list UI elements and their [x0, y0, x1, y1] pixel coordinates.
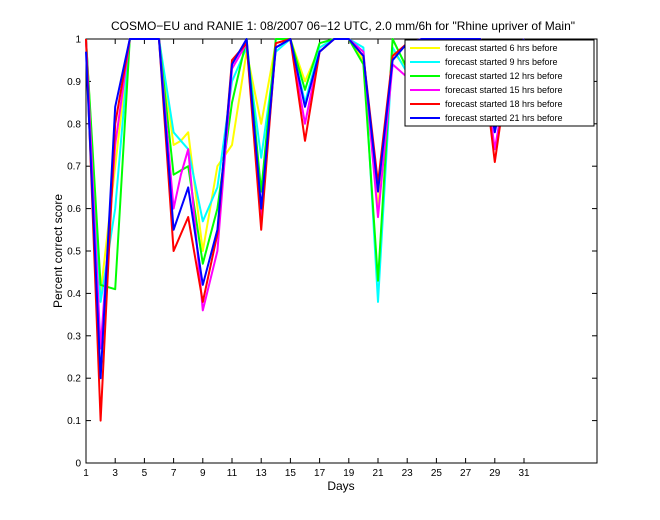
legend-box	[404, 39, 595, 127]
x-tick-label: 7	[171, 468, 177, 479]
y-axis: 0 0.1 0.2 0.3 0.4 0.5 0.6 0.7 0.8 0.9 1	[67, 35, 597, 470]
x-tick-label: 13	[256, 468, 268, 479]
series-lines	[85, 38, 525, 422]
y-tick-label: 0.6	[67, 204, 81, 215]
y-axis-title: Percent correct score	[51, 194, 65, 308]
x-tick-label: 3	[112, 468, 118, 479]
y-tick-label: 0.7	[67, 162, 81, 173]
y-tick-label: 0.2	[67, 374, 81, 385]
y-tick-label: 0.8	[67, 119, 81, 130]
x-tick-label: 21	[372, 468, 384, 479]
y-tick-label: 0.5	[67, 247, 81, 258]
y-tick-label: 0.1	[67, 416, 81, 427]
x-tick-label: 5	[142, 468, 148, 479]
y-tick-label: 0.3	[67, 331, 81, 342]
y-tick-label: 0.9	[67, 77, 81, 88]
y-tick-label: 1	[75, 35, 81, 46]
legend: forecast started 6 hrs before forecast st…	[404, 39, 595, 127]
x-tick-label: 23	[402, 468, 414, 479]
x-tick-label: 27	[460, 468, 472, 479]
chart-title: COSMO−EU and RANIE 1: 08/2007 06−12 UTC,…	[111, 19, 575, 33]
legend-label: forecast started 21 hrs before	[445, 113, 563, 123]
legend-label: forecast started 6 hrs before	[445, 43, 558, 53]
series-line-6	[85, 38, 525, 380]
x-tick-label: 29	[489, 468, 501, 479]
x-tick-label: 1	[83, 468, 89, 479]
x-tick-label: 17	[314, 468, 326, 479]
x-tick-label: 25	[431, 468, 443, 479]
legend-label: forecast started 18 hrs before	[445, 99, 563, 109]
legend-label: forecast started 15 hrs before	[445, 85, 563, 95]
x-tick-label: 11	[227, 468, 238, 479]
legend-label: forecast started 12 hrs before	[445, 71, 563, 81]
y-tick-label: 0.4	[67, 289, 81, 300]
x-axis-title: Days	[327, 479, 354, 493]
x-tick-label: 31	[518, 468, 530, 479]
x-tick-label: 9	[200, 468, 206, 479]
y-tick-label: 0	[75, 459, 81, 470]
legend-label: forecast started 9 hrs before	[445, 57, 558, 67]
x-tick-label: 15	[285, 468, 297, 479]
x-tick-label: 19	[343, 468, 355, 479]
